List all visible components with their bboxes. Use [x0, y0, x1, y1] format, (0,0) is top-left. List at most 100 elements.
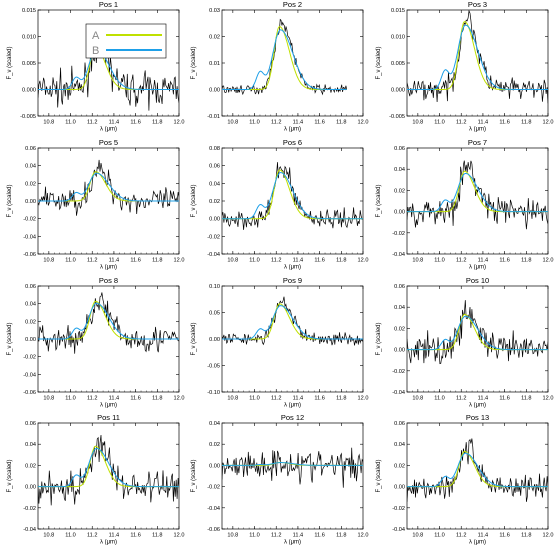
series-data-line — [407, 10, 548, 104]
y-tick-label: 0.06 — [394, 284, 405, 290]
x-tick-label: 11.2 — [271, 396, 281, 402]
panel-curves — [38, 27, 179, 111]
x-tick-label: 11.6 — [314, 258, 324, 264]
y-tick-label: -0.01 — [207, 114, 220, 120]
series-b-line — [407, 452, 548, 488]
x-tick-label: 11.4 — [293, 120, 303, 126]
y-tick-label: 0.02 — [394, 463, 405, 469]
legend: AB — [85, 23, 167, 59]
panel-title: Pos 10 — [466, 276, 489, 285]
x-tick-label: 11.6 — [314, 120, 324, 126]
x-axis-label: λ (μm) — [469, 265, 486, 271]
panel-frame — [406, 147, 549, 255]
panel-title: Pos 3 — [468, 0, 487, 9]
x-tick-label: 11.8 — [336, 533, 346, 539]
series-b-line — [407, 24, 548, 90]
series-data-line — [38, 159, 179, 216]
y-tick-label: 0.010 — [391, 35, 405, 41]
series-b-line — [222, 172, 363, 220]
y-tick-label: -0.02 — [23, 506, 36, 512]
series-a-line — [222, 303, 363, 340]
x-tick-label: 11.2 — [456, 258, 466, 264]
x-axis-label: λ (μm) — [469, 540, 486, 546]
y-tick-label: 0.00 — [209, 337, 220, 343]
y-tick-label: 0.08 — [209, 146, 220, 152]
y-tick-label: 0.06 — [394, 421, 405, 427]
y-tick-label: 0.00 — [394, 348, 405, 354]
y-tick-label: -0.04 — [392, 527, 405, 533]
x-tick-label: 11.4 — [293, 533, 303, 539]
x-axis-label: λ (μm) — [469, 127, 486, 133]
x-tick-label: 11.2 — [87, 258, 97, 264]
x-tick-label: 11.6 — [130, 120, 140, 126]
x-tick-label: 11.2 — [271, 120, 281, 126]
panel-curves — [222, 162, 363, 230]
y-axis-label: F_ν (scaled) — [376, 459, 382, 492]
x-tick-label: 11.8 — [521, 258, 531, 264]
panel-curves — [407, 438, 548, 502]
x-tick-label: 11.2 — [87, 533, 97, 539]
y-tick-label: -0.04 — [392, 390, 405, 396]
y-axis-label: F_ν (scaled) — [376, 46, 382, 79]
y-tick-label: -0.02 — [207, 485, 220, 491]
y-tick-label: 0.00 — [209, 463, 220, 469]
x-tick-label: 11.8 — [336, 396, 346, 402]
panel-curves — [407, 300, 548, 365]
y-tick-label: -0.005 — [389, 114, 405, 120]
series-a-line — [222, 169, 363, 220]
x-tick-label: 12.0 — [543, 533, 554, 539]
x-tick-label: 11.8 — [152, 120, 162, 126]
series-b-line — [38, 448, 179, 488]
x-tick-label: 11.4 — [478, 396, 488, 402]
y-axis-label: F_ν (scaled) — [7, 46, 13, 79]
panel-title: Pos 6 — [283, 138, 302, 147]
x-tick-label: 11.2 — [87, 120, 97, 126]
y-tick-label: 0.04 — [394, 167, 405, 173]
y-tick-label: 0.00 — [25, 485, 36, 491]
series-b-line — [222, 462, 363, 466]
x-tick-label: 10.8 — [43, 396, 54, 402]
series-b-line — [407, 173, 548, 213]
series-b-line — [38, 48, 179, 90]
y-tick-label: 0.05 — [209, 311, 220, 317]
y-tick-label: 0.04 — [209, 181, 220, 187]
y-tick-label: -0.10 — [207, 390, 220, 396]
panel-curves — [222, 296, 363, 346]
x-tick-label: 11.0 — [249, 533, 259, 539]
y-tick-label: -0.06 — [23, 252, 36, 258]
x-tick-label: 11.6 — [130, 258, 140, 264]
y-tick-label: -0.04 — [392, 252, 405, 258]
x-tick-label: 10.8 — [43, 533, 54, 539]
y-tick-label: -0.04 — [207, 506, 220, 512]
x-axis-label: λ (μm) — [284, 540, 301, 546]
y-axis-label: F_ν (scaled) — [7, 322, 13, 355]
y-tick-label: -0.04 — [23, 527, 36, 533]
panel-1: Pos 1 10.8 11.0 11.2 11.4 11.6 11.8 12.0 -0.005 0… — [7, 0, 184, 133]
panel-title: Pos 13 — [466, 413, 489, 422]
series-data-line — [222, 18, 348, 96]
y-tick-label: 0.10 — [209, 284, 220, 290]
x-tick-label: 10.8 — [227, 120, 238, 126]
y-tick-label: 0.00 — [394, 485, 405, 491]
panel-6: Pos 7 10.8 11.0 11.2 11.4 11.6 11.8 12.0 -0.04 -0… — [376, 138, 553, 271]
x-tick-label: 11.8 — [152, 533, 162, 539]
panel-curves — [38, 292, 179, 354]
series-a-line — [407, 21, 548, 90]
x-tick-label: 11.2 — [456, 396, 466, 402]
y-tick-label: 0.000 — [391, 88, 405, 94]
y-tick-label: 0.04 — [394, 305, 405, 311]
x-tick-label: 12.0 — [543, 120, 554, 126]
y-tick-label: 0.005 — [391, 61, 405, 67]
y-tick-label: 0.02 — [25, 463, 36, 469]
x-tick-label: 11.0 — [434, 533, 444, 539]
y-tick-label: 0.02 — [25, 319, 36, 325]
series-data-line — [38, 434, 179, 506]
x-tick-label: 11.4 — [109, 533, 119, 539]
x-axis-label: λ (μm) — [100, 127, 117, 133]
x-tick-label: 10.8 — [412, 258, 423, 264]
y-tick-label: 0.000 — [22, 88, 36, 94]
y-tick-label: 0.06 — [25, 421, 36, 427]
y-tick-label: -0.02 — [392, 231, 405, 237]
y-axis-label: F_ν (scaled) — [191, 46, 197, 79]
y-tick-label: 0.015 — [22, 8, 36, 14]
